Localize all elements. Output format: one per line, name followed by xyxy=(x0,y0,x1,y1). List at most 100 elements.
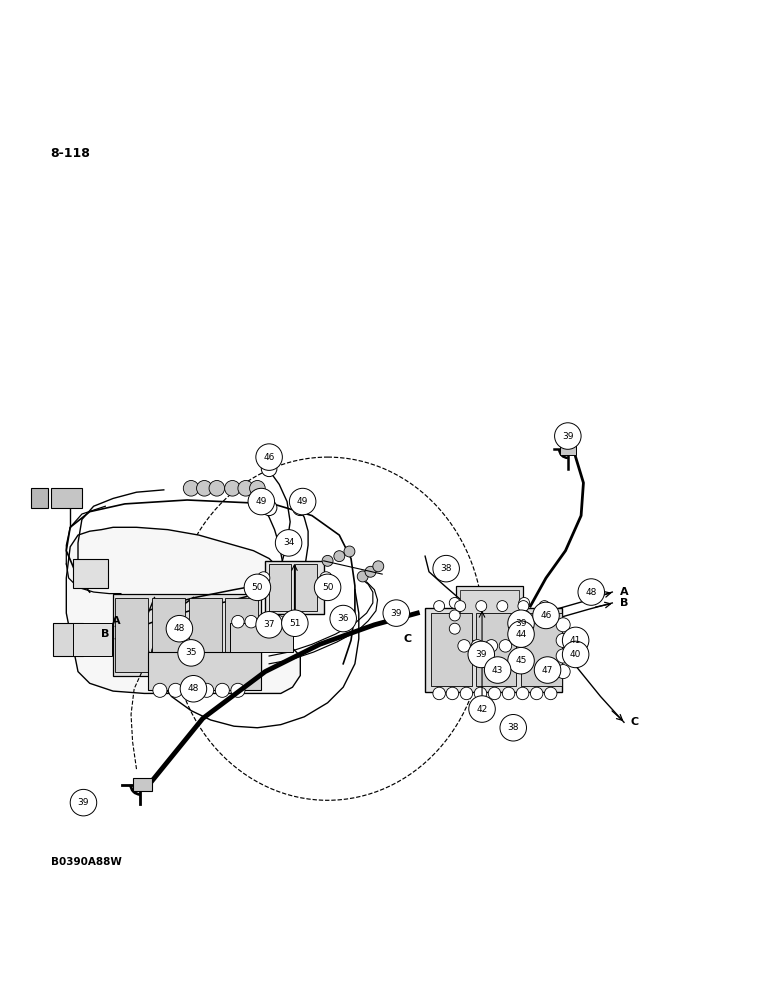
Text: 40: 40 xyxy=(570,650,581,659)
Circle shape xyxy=(180,676,207,702)
Circle shape xyxy=(373,561,384,572)
Circle shape xyxy=(502,687,515,700)
Circle shape xyxy=(330,605,356,632)
Text: 37: 37 xyxy=(264,620,275,629)
Circle shape xyxy=(248,488,275,515)
Text: 36: 36 xyxy=(338,614,349,623)
FancyBboxPatch shape xyxy=(189,598,222,672)
Circle shape xyxy=(383,600,410,626)
Text: 39: 39 xyxy=(391,609,402,618)
Circle shape xyxy=(184,683,198,697)
Circle shape xyxy=(314,574,341,601)
Circle shape xyxy=(70,789,97,816)
FancyBboxPatch shape xyxy=(115,598,148,672)
FancyBboxPatch shape xyxy=(73,558,108,588)
Circle shape xyxy=(231,683,245,697)
Circle shape xyxy=(519,610,530,621)
Circle shape xyxy=(544,687,557,700)
Circle shape xyxy=(476,601,487,612)
Circle shape xyxy=(516,687,529,700)
Circle shape xyxy=(153,683,167,697)
Circle shape xyxy=(533,602,559,629)
FancyBboxPatch shape xyxy=(460,590,519,640)
Text: 39: 39 xyxy=(78,798,89,807)
Circle shape xyxy=(257,572,270,584)
FancyBboxPatch shape xyxy=(133,778,152,791)
Circle shape xyxy=(365,566,376,577)
Circle shape xyxy=(433,687,445,700)
FancyBboxPatch shape xyxy=(425,608,562,692)
Circle shape xyxy=(209,481,225,496)
Circle shape xyxy=(183,481,199,496)
Circle shape xyxy=(275,530,302,556)
Circle shape xyxy=(508,647,534,674)
FancyBboxPatch shape xyxy=(295,564,317,611)
FancyBboxPatch shape xyxy=(73,623,112,656)
Circle shape xyxy=(256,444,282,470)
Circle shape xyxy=(272,615,285,628)
Circle shape xyxy=(166,615,193,642)
Circle shape xyxy=(344,546,355,557)
Text: 42: 42 xyxy=(477,705,488,714)
FancyBboxPatch shape xyxy=(225,598,258,672)
Text: 44: 44 xyxy=(516,630,526,639)
Text: 35: 35 xyxy=(186,648,197,657)
Text: 39: 39 xyxy=(516,619,526,628)
FancyBboxPatch shape xyxy=(560,444,576,455)
Circle shape xyxy=(469,696,495,722)
Circle shape xyxy=(238,481,254,496)
Circle shape xyxy=(458,640,470,652)
Circle shape xyxy=(556,665,570,679)
Text: 50: 50 xyxy=(252,583,263,592)
Circle shape xyxy=(500,715,526,741)
Text: 34: 34 xyxy=(283,538,294,547)
Text: B0390A88W: B0390A88W xyxy=(51,857,122,867)
Circle shape xyxy=(244,574,271,601)
Text: 43: 43 xyxy=(492,666,503,675)
Text: 48: 48 xyxy=(188,684,199,693)
Text: B: B xyxy=(101,629,109,639)
Text: 48: 48 xyxy=(586,588,597,597)
Text: 8-118: 8-118 xyxy=(51,147,90,160)
Circle shape xyxy=(259,615,271,628)
Text: C: C xyxy=(404,634,412,644)
Circle shape xyxy=(471,640,484,652)
Circle shape xyxy=(256,612,282,638)
Text: C: C xyxy=(630,717,638,727)
Circle shape xyxy=(449,610,460,621)
Circle shape xyxy=(433,555,459,582)
Circle shape xyxy=(449,623,460,634)
FancyBboxPatch shape xyxy=(230,623,292,652)
Circle shape xyxy=(322,555,333,566)
Circle shape xyxy=(539,601,550,612)
Circle shape xyxy=(508,610,534,637)
Circle shape xyxy=(357,571,368,582)
Circle shape xyxy=(245,615,257,628)
FancyBboxPatch shape xyxy=(148,652,261,690)
Circle shape xyxy=(497,601,508,612)
FancyBboxPatch shape xyxy=(53,623,83,656)
Text: A: A xyxy=(112,616,121,626)
Text: 46: 46 xyxy=(541,611,551,620)
Circle shape xyxy=(250,481,265,496)
FancyBboxPatch shape xyxy=(265,561,324,614)
Circle shape xyxy=(530,687,543,700)
Circle shape xyxy=(519,597,530,608)
Text: 49: 49 xyxy=(297,497,308,506)
FancyBboxPatch shape xyxy=(113,594,261,676)
Circle shape xyxy=(215,683,229,697)
Circle shape xyxy=(534,657,561,683)
Text: 39: 39 xyxy=(562,432,573,441)
Circle shape xyxy=(289,488,316,515)
Circle shape xyxy=(225,481,240,496)
Circle shape xyxy=(556,618,570,632)
Circle shape xyxy=(519,623,530,634)
Text: 51: 51 xyxy=(289,619,300,628)
Text: 48: 48 xyxy=(174,624,185,633)
FancyBboxPatch shape xyxy=(269,564,291,611)
Circle shape xyxy=(518,601,529,612)
Circle shape xyxy=(488,687,501,700)
Circle shape xyxy=(460,687,473,700)
Circle shape xyxy=(168,683,183,697)
Circle shape xyxy=(320,583,332,596)
